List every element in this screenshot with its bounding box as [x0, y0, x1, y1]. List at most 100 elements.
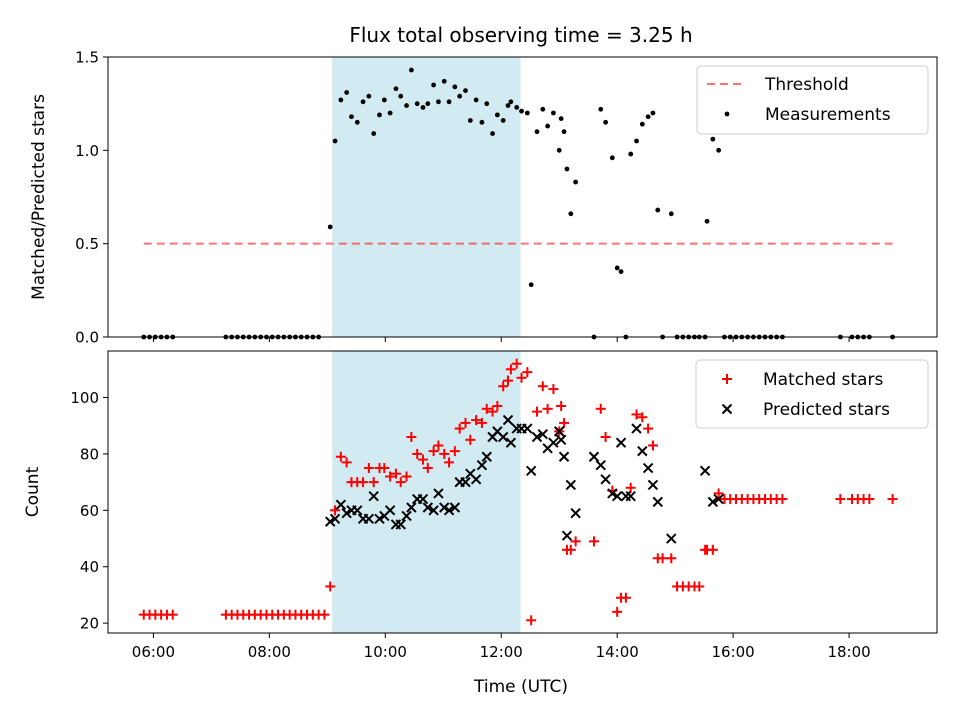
measurement-point [704, 218, 710, 224]
measurement-point [534, 129, 540, 135]
matched-star-point [505, 364, 516, 375]
cross-b [460, 476, 471, 488]
predicted-star-point [647, 479, 659, 491]
legend-predicted-label: Predicted stars [763, 400, 890, 420]
matched-star-point [548, 384, 559, 395]
matched-star-point [363, 463, 374, 474]
measurement-point [564, 166, 570, 172]
matched-star-point [167, 609, 178, 620]
predicted-star-point [625, 491, 636, 502]
y-tick-label: 20 [80, 615, 99, 633]
top-panel: 0.0 0.5 1.0 1.5 Matched/Predicted stars Thr… [29, 49, 938, 347]
cross-b [607, 488, 618, 499]
predicted-star-point [428, 505, 439, 516]
measurement-point [528, 282, 534, 288]
measurement-point [556, 147, 562, 153]
matched-star-point [620, 592, 631, 603]
predicted-star-point [502, 414, 514, 426]
matched-star-point [864, 494, 875, 505]
top-y-ticks: 0.0 0.5 1.0 1.5 [75, 49, 108, 347]
predicted-star-point [460, 476, 471, 488]
matched-star-point [707, 544, 718, 555]
cross-b [707, 496, 719, 508]
matched-star-point [358, 477, 369, 488]
bottom-legend: Matched stars Predicted stars [695, 359, 929, 429]
cross-b [537, 428, 548, 440]
predicted-star-point [325, 516, 336, 527]
matched-star-point [406, 432, 417, 443]
measurement-point [500, 118, 506, 123]
cross-b [439, 502, 450, 513]
measurement-point [366, 93, 372, 99]
cross-b [565, 479, 577, 491]
matched-star-point [439, 448, 450, 459]
predicted-star-point [341, 507, 352, 519]
cross-b [647, 479, 659, 491]
predicted-star-point [522, 423, 533, 434]
bottom-panel: 06:00 08:00 10:00 12:00 14:00 16:00 18:00 20 40… [23, 350, 938, 697]
predicted-star-point [352, 505, 363, 516]
measurement-point [484, 101, 490, 107]
predicted-star-point [611, 491, 623, 502]
measurement-point [710, 136, 716, 142]
cross-b [558, 451, 570, 462]
matched-star-point [422, 463, 433, 474]
measurement-point [473, 97, 479, 103]
cross-b [631, 423, 642, 434]
predicted-star-point [600, 474, 611, 485]
chart-title: Flux total observing time = 3.25 h [349, 23, 692, 47]
predicted-star-point [384, 505, 396, 516]
predicted-star-point [666, 533, 677, 544]
predicted-star-point [395, 519, 406, 530]
cross-b [481, 451, 492, 462]
cross-b [548, 437, 559, 448]
matched-star-point [330, 505, 341, 516]
measurement-point [628, 151, 634, 157]
legend-measurements-label: Measurements [765, 105, 891, 125]
measurement-point [414, 101, 420, 107]
measurement-point [494, 112, 500, 118]
matched-star-point [368, 477, 379, 488]
legend-predicted-swatch [721, 403, 733, 415]
matched-star-point [319, 609, 330, 620]
y-tick-label: 40 [80, 558, 99, 576]
cross-b [588, 451, 600, 462]
measurement-point [551, 110, 556, 116]
measurement-point [467, 118, 473, 123]
measurement-point [371, 131, 377, 136]
measurement-point [650, 110, 656, 116]
cross-b [406, 502, 417, 513]
cross-b [368, 491, 379, 502]
matched-star-point [526, 615, 537, 626]
matched-star-point [385, 471, 396, 482]
cross-b [335, 499, 347, 510]
predicted-star-point [554, 426, 565, 437]
measurement-point [655, 207, 661, 213]
bottom-highlight-span [332, 351, 521, 633]
measurement-point [545, 123, 551, 129]
top-axes-frame [107, 56, 938, 338]
predicted-star-point [329, 513, 341, 524]
cross-b [600, 474, 611, 485]
top-x-ticks [152, 337, 850, 342]
predicted-star-point [558, 451, 570, 462]
cross-b [470, 474, 482, 485]
matched-star-point [588, 536, 599, 547]
matched-star-point [835, 494, 846, 505]
legend-box [695, 359, 929, 429]
cross-b [497, 431, 509, 443]
measurement-point [479, 119, 485, 125]
measurement-point [431, 82, 437, 88]
matched-stars-points [138, 358, 898, 626]
measurement-point [519, 108, 524, 114]
cross-b [652, 496, 663, 508]
measurement-point [540, 106, 546, 112]
measurement-point [618, 269, 624, 275]
measurement-point [332, 138, 338, 144]
legend-threshold-label: Threshold [764, 75, 849, 95]
legend-matched-label: Matched stars [763, 370, 883, 390]
measurement-point [645, 114, 651, 120]
measurement-point [603, 119, 608, 125]
cross-b [625, 491, 636, 502]
cross-b [505, 437, 517, 448]
